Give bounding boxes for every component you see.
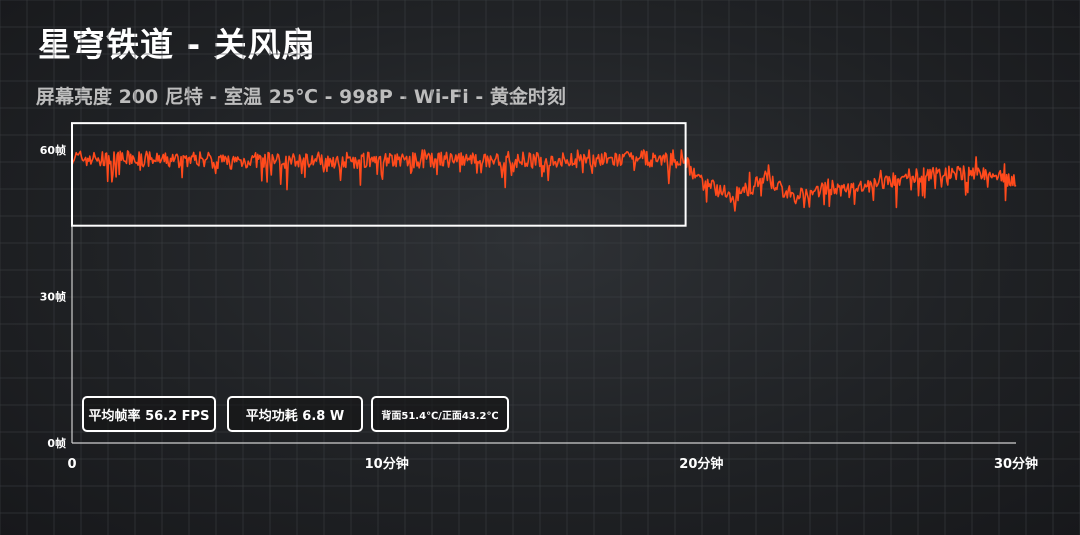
page-subtitle: 屏幕亮度 200 尼特 - 室温 25℃ - 998P - Wi-Fi - 黄金… xyxy=(36,86,566,108)
x-tick-label: 0 xyxy=(67,457,76,472)
stable-period-highlight-box xyxy=(71,122,687,227)
y-tick-label: 30帧 xyxy=(40,290,66,304)
temperature-text: 背面51.4℃/正面43.2℃ xyxy=(381,410,499,422)
x-tick-label: 30分钟 xyxy=(994,456,1038,472)
y-tick-label: 60帧 xyxy=(40,143,66,157)
x-tick-label: 20分钟 xyxy=(679,456,723,472)
page-title: 星穹铁道 - 关风扇 xyxy=(38,25,316,64)
chart-tick-labels: 0帧 30帧 60帧 0 10分钟 20分钟 30分钟 xyxy=(40,143,1038,472)
avg-fps-text: 平均帧率 56.2 FPS xyxy=(88,408,210,424)
fps-series-line-0 xyxy=(71,149,1017,212)
avg-power-badge: 平均功耗 6.8 W xyxy=(227,396,363,432)
avg-power-text: 平均功耗 6.8 W xyxy=(245,408,345,424)
y-tick-label: 0帧 xyxy=(47,436,66,450)
temperature-badge: 背面51.4℃/正面43.2℃ xyxy=(371,396,509,432)
chart-series xyxy=(71,149,1017,212)
avg-fps-badge: 平均帧率 56.2 FPS xyxy=(82,396,216,432)
x-tick-label: 10分钟 xyxy=(365,456,409,472)
chart-highlight xyxy=(71,122,687,227)
